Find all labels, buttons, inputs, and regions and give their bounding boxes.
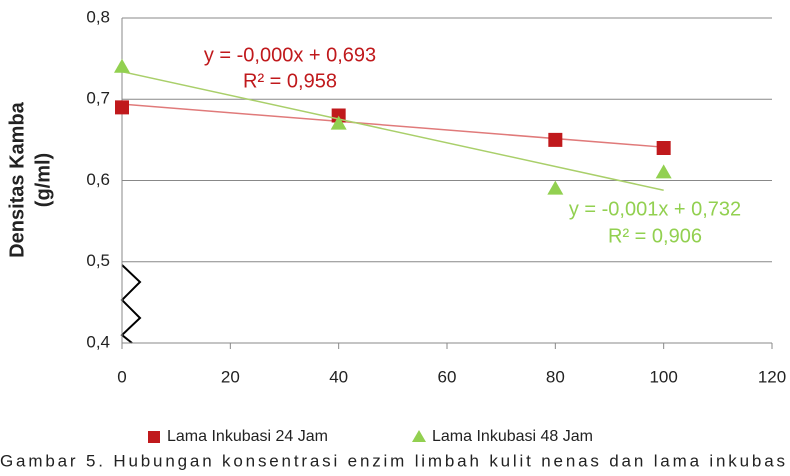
data-point <box>656 141 671 155</box>
x-tick-label: 0 <box>117 367 126 386</box>
y-tick-label: 0,7 <box>86 89 110 108</box>
data-point <box>330 115 347 130</box>
y-tick-label: 0,6 <box>86 170 110 189</box>
y-axis-label-line: (g/ml) <box>32 153 54 207</box>
y-tick-label: 0,4 <box>86 332 110 351</box>
trendline-r-squared: R² = 0,958 <box>243 70 337 92</box>
legend-label: Lama Inkubasi 48 Jam <box>432 428 593 445</box>
trendline-equation: y = -0,000x + 0,693 <box>204 44 376 66</box>
trendline <box>121 103 664 148</box>
y-axis-label-line: Densitas Kamba <box>6 101 28 257</box>
x-tick-label: 60 <box>438 367 457 386</box>
legend-label: Lama Inkubasi 24 Jam <box>167 428 328 445</box>
y-tick-label: 0,5 <box>86 251 110 270</box>
y-tick-label: 0,8 <box>86 7 110 26</box>
data-point <box>547 180 564 195</box>
axis-break <box>120 264 142 344</box>
legend-marker <box>148 431 160 443</box>
data-point <box>655 164 672 179</box>
data-point <box>548 132 563 147</box>
legend-marker <box>412 430 426 442</box>
trendline <box>121 70 664 191</box>
x-tick-label: 20 <box>221 367 240 386</box>
x-tick-label: 100 <box>649 367 677 386</box>
x-tick-label: 80 <box>546 367 565 386</box>
x-tick-label: 40 <box>329 367 348 386</box>
data-point <box>114 58 130 73</box>
trendline-r-squared: R² = 0,906 <box>608 225 702 247</box>
x-tick-label: 120 <box>758 367 786 386</box>
data-point <box>115 100 129 115</box>
y-axis-label: Densitas Kamba (g/ml) <box>6 101 54 257</box>
caption: Gambar 5. Hubungan konsentrasi enzim lim… <box>0 451 785 470</box>
trendline-equation: y = -0,001x + 0,732 <box>569 198 741 220</box>
